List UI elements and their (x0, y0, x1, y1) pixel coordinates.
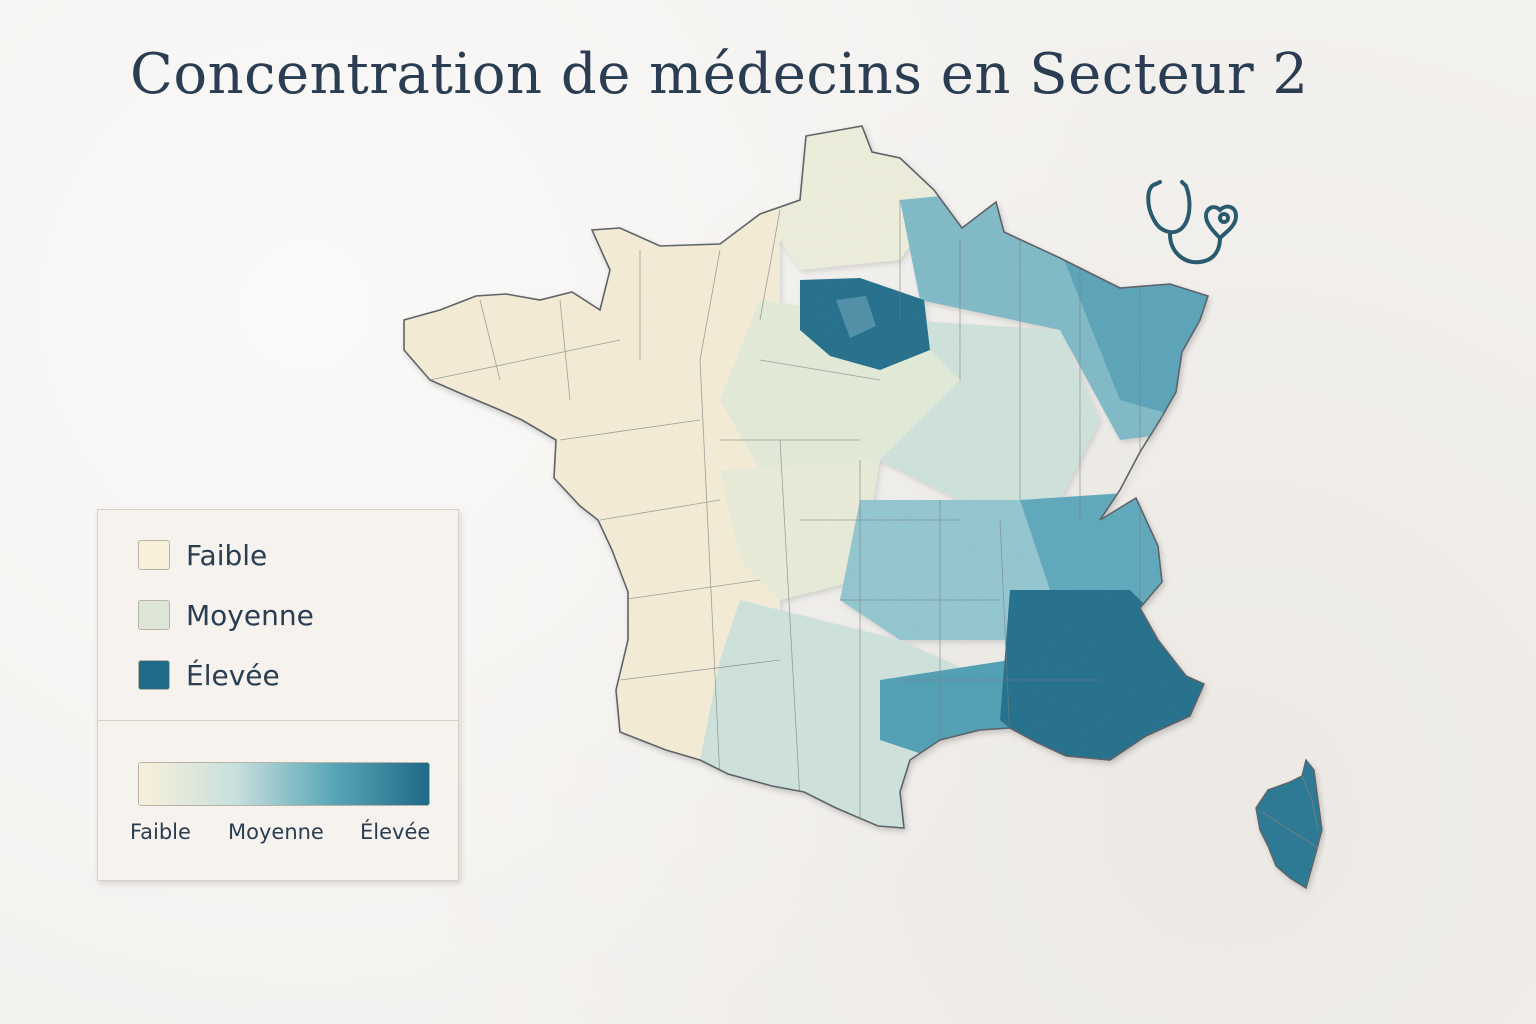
scale-label-high: Élevée (360, 820, 431, 844)
legend-item-moyenne: Moyenne (138, 598, 314, 632)
scale-label-low: Faible (130, 820, 191, 844)
legend-item-elevee: Élevée (138, 658, 280, 692)
map-legend: Faible Moyenne Élevée Faible Moyenne Éle… (97, 509, 459, 881)
legend-swatch-elevee (138, 660, 170, 690)
stethoscope-heart-icon (1140, 176, 1265, 271)
page-title: Concentration de médecins en Secteur 2 (130, 42, 1309, 107)
legend-item-faible: Faible (138, 538, 267, 572)
legend-swatch-moyenne (138, 600, 170, 630)
legend-swatch-faible (138, 540, 170, 570)
legend-label-elevee: Élevée (186, 658, 280, 692)
legend-divider (98, 720, 458, 721)
legend-gradient-bar (138, 762, 430, 806)
legend-label-moyenne: Moyenne (186, 598, 314, 632)
legend-label-faible: Faible (186, 538, 268, 572)
scale-label-mid: Moyenne (228, 820, 324, 844)
corse-island (1255, 758, 1323, 890)
